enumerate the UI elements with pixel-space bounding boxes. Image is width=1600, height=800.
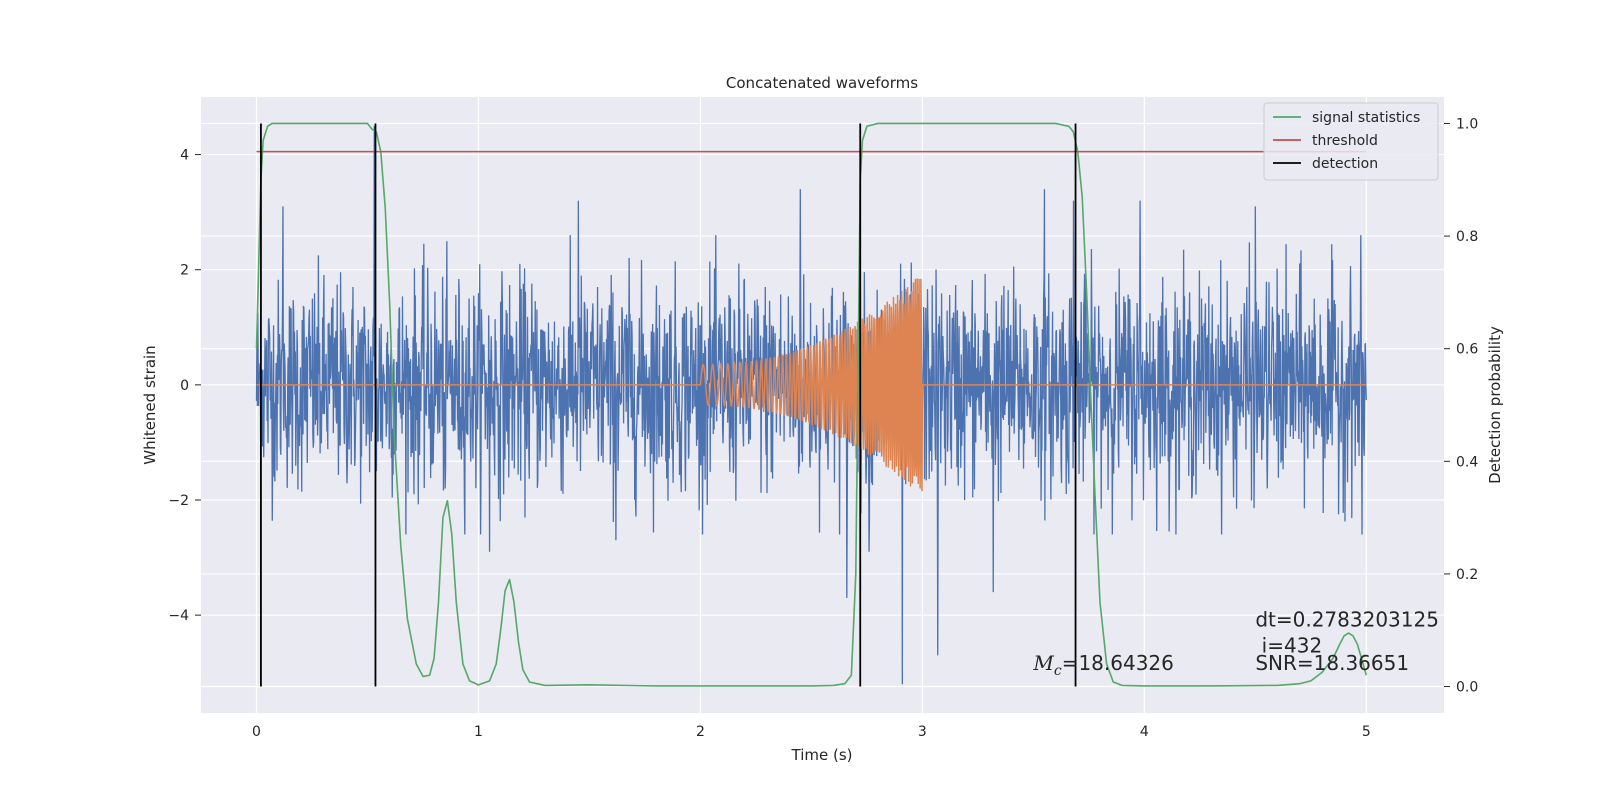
annotation-mc: Mc=18.64326 <box>1032 651 1174 679</box>
y-tick-label: 4 <box>180 148 189 164</box>
signal-statistics-line <box>255 122 1368 687</box>
y2-tick-label: 0.0 <box>1456 680 1478 696</box>
y2-tick-label: 0.2 <box>1456 567 1478 583</box>
annotation-dt: dt=0.2783203125 <box>1255 608 1439 632</box>
legend-box <box>1263 102 1439 181</box>
x-tick-label: 1 <box>474 724 483 740</box>
x-tick-label: 2 <box>696 724 705 740</box>
x-tick-label: 0 <box>252 724 261 740</box>
legend-label: threshold <box>1312 133 1378 149</box>
x-axis-title: Time (s) <box>791 746 853 764</box>
annotation-snr: SNR=18.36651 <box>1255 651 1409 675</box>
y2-tick-label: 1.0 <box>1456 116 1478 132</box>
x-tick-label: 4 <box>1140 724 1149 740</box>
y2-axis-title: Detection probability <box>1486 326 1504 484</box>
legend-label: detection <box>1312 156 1378 172</box>
plot-layer <box>255 122 1368 687</box>
annotation-value: =18.64326 <box>1062 651 1174 675</box>
legend-label: signal statistics <box>1312 110 1420 126</box>
template-series-line <box>256 278 1367 492</box>
legend: signal statistics threshold detection <box>1263 102 1439 181</box>
ticks: 0 1 2 3 4 5 −4 −2 0 2 4 0.0 0.2 0.4 0.6 0.8 1.0 <box>168 116 1478 740</box>
y-axis-title: Whitened strain <box>141 345 159 464</box>
x-tick-label: 5 <box>1362 724 1371 740</box>
y-tick-label: 0 <box>180 378 189 394</box>
chart-title: Concatenated waveforms <box>726 74 918 92</box>
annotation-index: i=432 <box>1255 634 1322 658</box>
y-tick-label: −2 <box>168 493 189 509</box>
y-tick-label: −4 <box>168 608 189 624</box>
annotations: Mc=18.64326 dt=0.2783203125 i=432SNR=18.3… <box>1032 608 1439 679</box>
annotation-subscript: c <box>1054 663 1062 679</box>
y2-tick-label: 0.8 <box>1456 229 1478 245</box>
annotation-prefix: M <box>1032 651 1054 675</box>
y-tick-label: 2 <box>180 263 189 279</box>
y2-tick-label: 0.4 <box>1456 454 1478 470</box>
y2-tick-label: 0.6 <box>1456 342 1478 358</box>
x-tick-label: 3 <box>918 724 927 740</box>
